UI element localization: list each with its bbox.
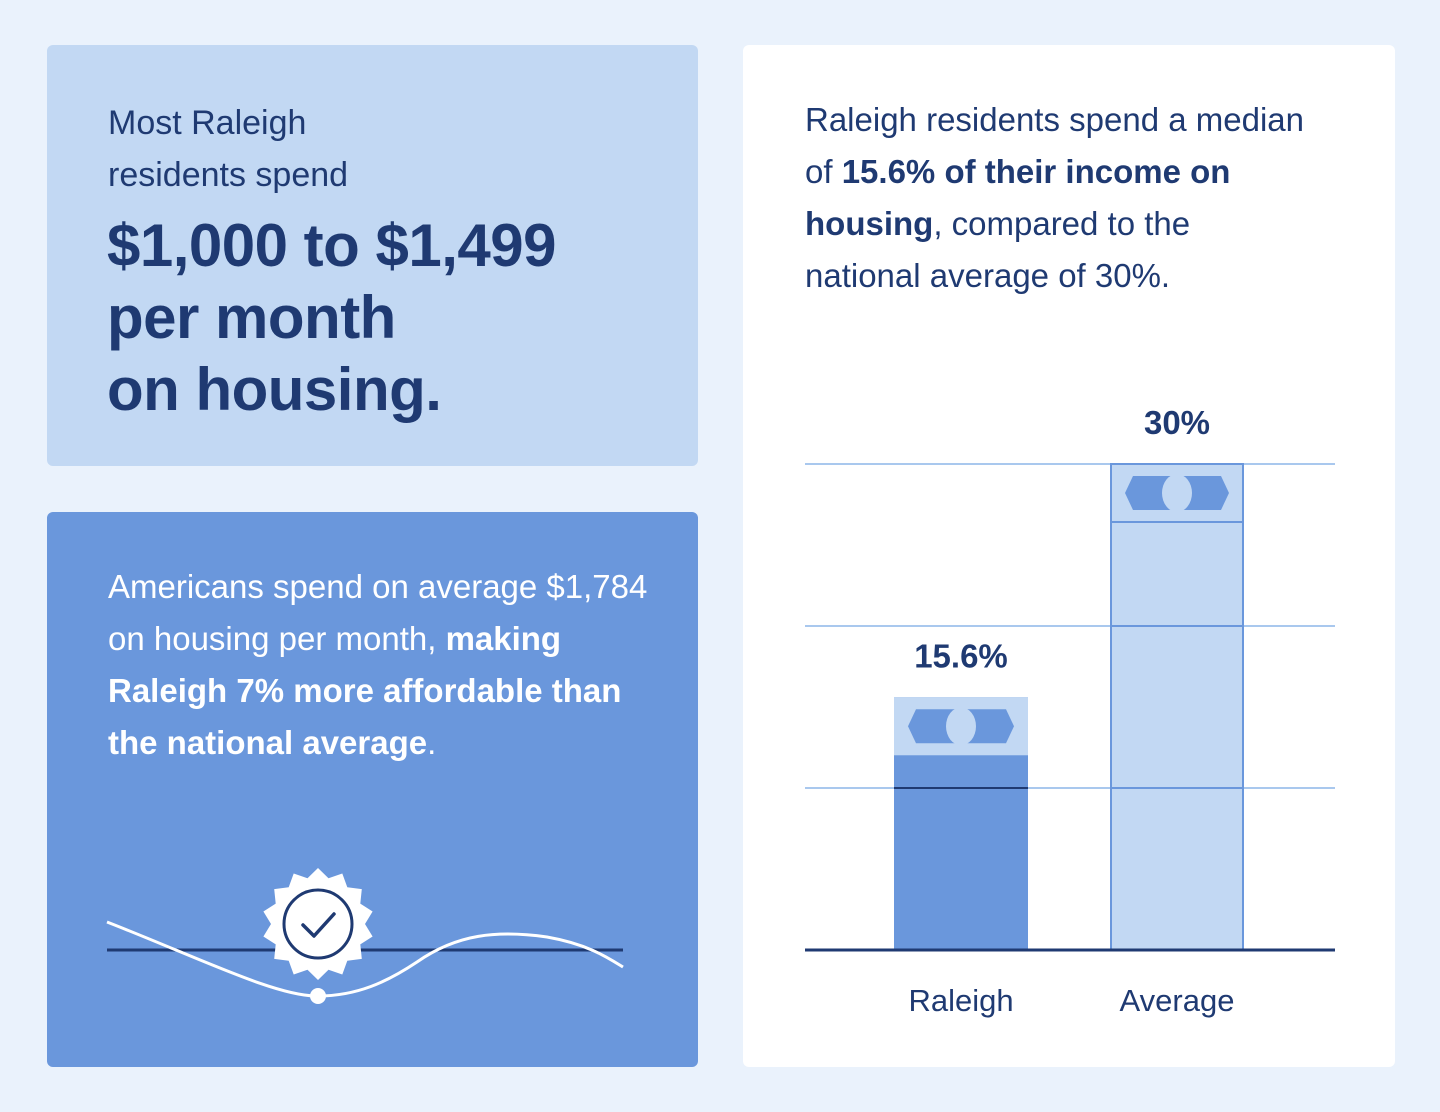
income-share-text-2: , compared to the national average of 30… [805,205,1191,294]
intro-line-1: Most Raleigh [108,104,307,142]
category-label: Average [1120,983,1235,1018]
income-share-text-1: Raleigh residents spend a median of [805,101,1304,190]
national-comparison-card: Americans spend on average $1,784 on hou… [47,512,698,1067]
wave-dot-icon [310,988,326,1004]
intro-text: Most Raleigh residents spend [108,97,548,201]
income-share-text-bold: 15.6% of their income on housing [805,153,1231,242]
income-share-card: Raleigh residents spend a median of 15.6… [743,45,1395,1067]
value-label-bg [897,631,1025,678]
value-label: 15.6% [914,637,1008,674]
dollar-bill-circle [1162,474,1192,512]
headline-line-3: on housing. [107,356,442,423]
comparison-text-end: . [427,724,437,761]
value-label: 30% [1144,404,1210,441]
headline-line-2: per month [107,284,396,351]
headline: $1,000 to $1,499 per month on housing. [107,210,667,426]
housing-cost-card: Most Raleigh residents spend $1,000 to $… [47,45,698,466]
comparison-text: Americans spend on average $1,784 on hou… [108,561,648,769]
check-badge-icon [263,868,373,980]
income-share-text: Raleigh residents spend a median of 15.6… [805,94,1305,302]
comparison-text-plain: Americans spend on average $1,784 on hou… [108,568,648,657]
bar-average [1110,463,1244,951]
income-share-bar-chart: 15.6% Raleigh 30% Average [805,404,1335,1018]
wave-line-icon [106,920,624,998]
category-label: Raleigh [908,983,1013,1018]
check-badge-illustration [106,868,624,1004]
intro-line-2: residents spend [108,156,349,194]
comparison-text-bold: making Raleigh 7% more affordable than t… [108,620,622,761]
dollar-bill-circle [946,707,976,746]
headline-line-1: $1,000 to $1,499 [107,212,557,279]
